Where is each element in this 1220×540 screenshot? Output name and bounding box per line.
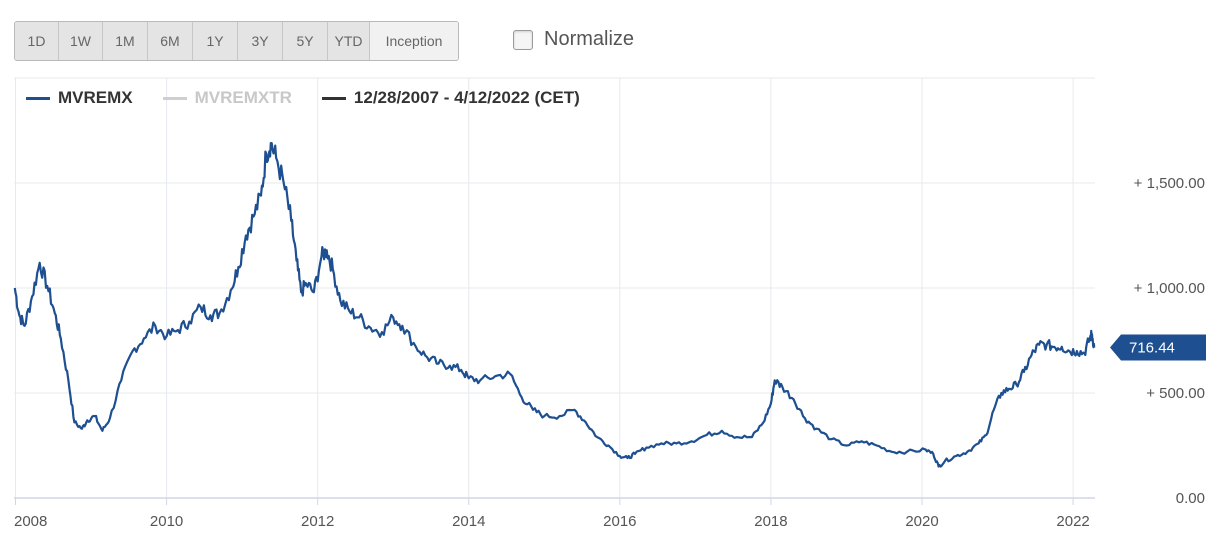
range-button-6m[interactable]: 6M	[148, 22, 193, 60]
y-tick-label: + 1,500.00	[1134, 175, 1205, 192]
legend-label-mvremxtr: MVREMXTR	[194, 88, 292, 107]
legend-swatch-mvremx	[26, 96, 50, 100]
x-tick-label: 2014	[452, 513, 485, 530]
legend-swatch-mvremxtr	[162, 96, 187, 100]
x-tick-label: 2010	[150, 513, 183, 530]
range-button-1w[interactable]: 1W	[59, 22, 103, 60]
x-tick-label: 2018	[754, 513, 787, 530]
normalize-toggle[interactable]: Normalize	[513, 28, 634, 51]
range-button-inception[interactable]: Inception	[370, 22, 458, 60]
series-line-mvremx	[13, 142, 1096, 468]
range-button-1m[interactable]: 1M	[103, 22, 148, 60]
legend-item-date-range: 12/28/2007 - 4/12/2022 (CET)	[321, 88, 580, 108]
legend-label-mvremx: MVREMX	[58, 88, 133, 107]
x-tick-label: 2012	[301, 513, 334, 530]
range-button-1y[interactable]: 1Y	[193, 22, 238, 60]
chart-legend: MVREMX MVREMXTR 12/28/2007 - 4/12/2022 (…	[26, 88, 610, 108]
range-button-1d[interactable]: 1D	[15, 22, 59, 60]
x-tick-label: 2008	[14, 513, 47, 530]
y-tick-label: + 500.00	[1146, 385, 1205, 402]
legend-swatch-date-range	[321, 96, 346, 100]
y-tick-label: + 1,000.00	[1134, 280, 1205, 297]
range-button-ytd[interactable]: YTD	[328, 22, 370, 60]
x-tick-label: 2016	[603, 513, 636, 530]
legend-item-mvremxtr[interactable]: MVREMXTR	[162, 88, 292, 108]
time-range-selector: 1D 1W 1M 6M 1Y 3Y 5Y YTD Inception	[14, 21, 459, 61]
range-button-3y[interactable]: 3Y	[238, 22, 283, 60]
normalize-label: Normalize	[544, 28, 635, 50]
x-tick-label: 2022	[1056, 513, 1089, 530]
legend-item-mvremx[interactable]: MVREMX	[26, 88, 133, 108]
normalize-checkbox[interactable]	[513, 29, 533, 50]
range-button-5y[interactable]: 5Y	[283, 22, 328, 60]
last-value-marker	[1110, 334, 1206, 361]
x-tick-label: 2020	[905, 513, 938, 530]
y-tick-label: 0.00	[1176, 490, 1205, 507]
last-value-label: 716.44	[1129, 340, 1175, 357]
legend-label-date-range: 12/28/2007 - 4/12/2022 (CET)	[353, 88, 580, 107]
